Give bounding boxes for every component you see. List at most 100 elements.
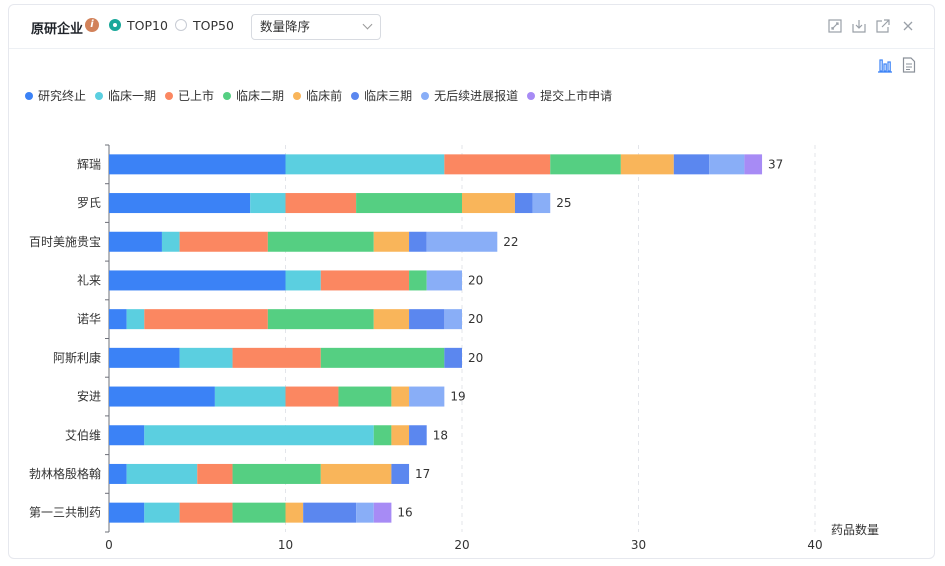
total-label: 20 bbox=[468, 351, 483, 365]
bar-segment bbox=[109, 309, 127, 330]
category-label: 阿斯利康 bbox=[53, 350, 101, 365]
legend-dot-icon bbox=[95, 91, 104, 100]
bar-segment bbox=[444, 309, 462, 330]
bar-segment bbox=[144, 425, 374, 446]
bar-segment bbox=[373, 309, 410, 330]
bar-segment bbox=[426, 231, 498, 252]
legend-item[interactable]: 提交上市申请 bbox=[527, 87, 612, 104]
close-icon[interactable] bbox=[901, 19, 915, 33]
external-link-icon[interactable] bbox=[876, 19, 890, 33]
bar-segment bbox=[444, 347, 462, 368]
total-label: 20 bbox=[468, 273, 483, 287]
category-label: 百时美施贵宝 bbox=[29, 235, 101, 249]
legend-dot-icon bbox=[293, 91, 302, 100]
bar-segment bbox=[232, 502, 286, 523]
category-label: 勃林格殷格翰 bbox=[29, 466, 101, 481]
bar-segment bbox=[391, 386, 410, 407]
x-tick-label: 20 bbox=[454, 538, 469, 552]
radio-top10[interactable]: TOP10 bbox=[109, 16, 168, 34]
sort-select[interactable]: 数量降序 bbox=[251, 14, 381, 40]
document-icon[interactable] bbox=[902, 57, 916, 73]
legend-label: 临床前 bbox=[306, 89, 343, 103]
bar-segment bbox=[391, 425, 410, 446]
radio-top50[interactable]: TOP50 bbox=[175, 16, 234, 34]
bar-segment bbox=[161, 231, 180, 252]
legend-item[interactable]: 无后续进展报道 bbox=[421, 87, 518, 104]
legend-item[interactable]: 临床二期 bbox=[223, 87, 284, 104]
category-label: 诺华 bbox=[77, 312, 101, 326]
bar-segment bbox=[338, 386, 392, 407]
bar-segment bbox=[444, 154, 551, 175]
total-label: 16 bbox=[397, 506, 412, 520]
category-label: 辉瑞 bbox=[77, 157, 101, 171]
legend-item[interactable]: 临床三期 bbox=[351, 87, 412, 104]
bar-segment bbox=[285, 502, 304, 523]
bar-segment bbox=[109, 154, 286, 175]
category-label: 艾伯维 bbox=[65, 427, 101, 442]
legend-label: 已上市 bbox=[178, 89, 215, 103]
download-icon[interactable] bbox=[852, 19, 866, 33]
legend-item[interactable]: 临床前 bbox=[293, 87, 342, 104]
bar-segment bbox=[303, 502, 357, 523]
bar-segment bbox=[409, 309, 445, 330]
legend-dot-icon bbox=[165, 91, 174, 100]
sort-select-value: 数量降序 bbox=[260, 19, 311, 34]
total-label: 17 bbox=[415, 467, 430, 481]
bar-segment bbox=[267, 231, 374, 252]
legend-item[interactable]: 已上市 bbox=[165, 87, 214, 104]
bar-segment bbox=[320, 347, 445, 368]
radio-top10-label: TOP10 bbox=[127, 17, 168, 33]
bar-segment bbox=[109, 386, 215, 407]
category-label: 安进 bbox=[77, 389, 101, 404]
category-label: 罗氏 bbox=[77, 196, 101, 210]
x-tick-label: 10 bbox=[278, 538, 293, 552]
total-label: 20 bbox=[468, 312, 483, 326]
bar-segment bbox=[144, 309, 268, 330]
bar-segment bbox=[356, 502, 374, 523]
category-label: 第一三共制药 bbox=[29, 506, 101, 520]
bar-segment bbox=[409, 231, 427, 252]
bar-segment bbox=[126, 309, 145, 330]
bar-segment bbox=[267, 309, 374, 330]
expand-icon[interactable] bbox=[828, 19, 842, 33]
card-title: 原研企业 bbox=[31, 22, 84, 37]
legend-dot-icon bbox=[421, 91, 430, 100]
bar-segment bbox=[144, 502, 180, 523]
bar-segment bbox=[391, 463, 410, 484]
bar-segment bbox=[109, 231, 162, 252]
bar-segment bbox=[109, 193, 251, 214]
bar-chart-icon[interactable] bbox=[877, 57, 893, 73]
legend-dot-icon bbox=[527, 91, 536, 100]
bar-segment bbox=[462, 193, 515, 214]
bar-segment bbox=[409, 386, 445, 407]
total-label: 22 bbox=[503, 235, 518, 249]
total-label: 19 bbox=[450, 390, 465, 404]
bar-segment bbox=[126, 463, 198, 484]
bar-segment bbox=[179, 347, 233, 368]
legend-item[interactable]: 临床一期 bbox=[95, 87, 156, 104]
bar-segment bbox=[285, 386, 339, 407]
bar-segment bbox=[356, 193, 462, 214]
legend-label: 临床一期 bbox=[108, 89, 157, 103]
bar-segment bbox=[285, 193, 357, 214]
legend-label: 无后续进展报道 bbox=[434, 89, 519, 103]
chart-legend: 研究终止 临床一期 已上市 临床二期 临床前 临床三期 无后续进展报道 提交上市申请 bbox=[25, 87, 621, 104]
x-tick-label: 0 bbox=[105, 538, 113, 552]
legend-dot-icon bbox=[25, 91, 33, 100]
x-tick-label: 30 bbox=[631, 538, 646, 552]
bar-segment bbox=[709, 154, 745, 175]
bar-segment bbox=[320, 270, 410, 291]
legend-label: 提交上市申请 bbox=[540, 89, 613, 103]
radio-selected-icon bbox=[109, 19, 121, 31]
bar-segment bbox=[109, 347, 180, 368]
category-label: 礼来 bbox=[77, 272, 101, 287]
bar-segment bbox=[409, 425, 427, 446]
bar-segment bbox=[514, 193, 533, 214]
legend-label: 临床三期 bbox=[364, 89, 413, 103]
bar-segment bbox=[179, 502, 233, 523]
bar-segment bbox=[285, 154, 445, 175]
x-axis-label: 药品数量 bbox=[831, 522, 879, 537]
info-icon[interactable]: i bbox=[85, 18, 99, 32]
legend-item[interactable]: 研究终止 bbox=[25, 87, 86, 104]
bar-segment bbox=[673, 154, 710, 175]
